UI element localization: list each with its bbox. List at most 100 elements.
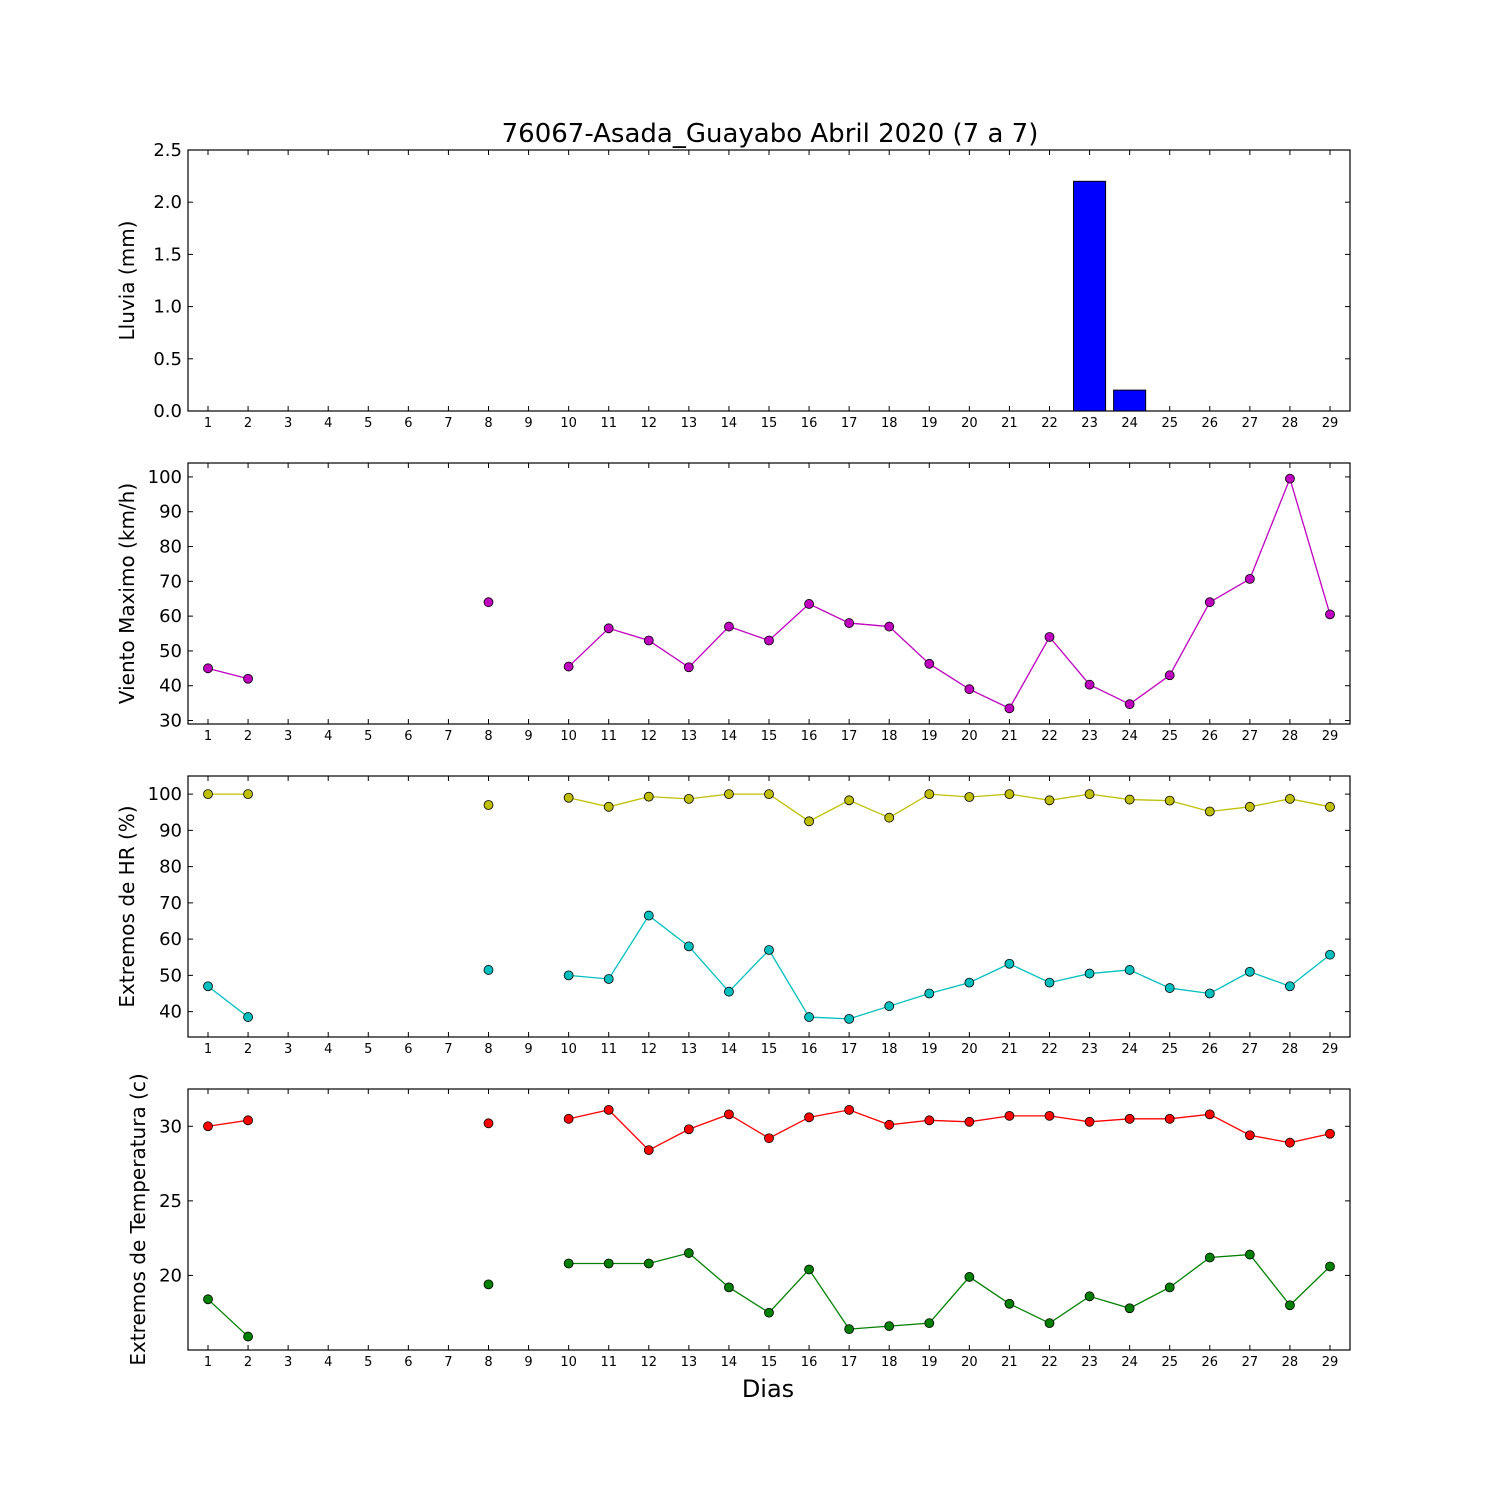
x-tick-label: 23 [1081,1042,1098,1057]
data-point [964,684,975,695]
data-point [563,970,574,981]
x-tick-label: 7 [444,1042,452,1057]
data-point [683,662,694,673]
data-point [1004,1298,1015,1309]
data-point [683,1124,694,1135]
x-tick-label: 26 [1202,1042,1219,1057]
series-line-1 [207,667,249,680]
x-tick-label: 13 [681,416,698,431]
data-point [1004,703,1015,714]
bar [1113,389,1147,412]
y-tick-label: 50 [159,965,182,986]
data-point [844,618,855,628]
x-tick-label: 28 [1282,416,1299,431]
data-point [1204,806,1215,817]
x-tick-label: 27 [1242,1042,1259,1057]
x-tick-label: 8 [484,729,492,744]
data-point [804,1012,814,1022]
data-point [964,792,975,802]
data-point [243,1012,253,1022]
series-line-2 [207,1298,249,1338]
x-tick-label: 21 [1001,1355,1018,1370]
data-point [764,945,774,955]
data-point [1325,949,1335,960]
data-point [1044,1318,1055,1329]
x-tick-label: 29 [1322,1042,1339,1057]
x-tick-label: 25 [1161,1042,1178,1057]
x-tick-label: 22 [1041,416,1058,431]
x-tick-label: 10 [560,1355,577,1370]
x-tick-label: 1 [204,416,212,431]
data-point [804,1264,814,1275]
data-point [243,673,253,684]
x-tick-label: 12 [641,416,658,431]
x-tick-label: 10 [560,729,577,744]
y-tick-label: 1.0 [153,297,182,318]
data-point [804,1112,814,1123]
x-tick-label: 27 [1242,1355,1259,1370]
data-point [643,1145,654,1156]
x-tick-label: 9 [524,416,532,431]
data-point [1325,609,1335,620]
x-tick-label: 21 [1001,729,1018,744]
data-point [964,1272,975,1282]
y-axis-label: Lluvia (mm) [115,221,139,341]
x-tick-label: 18 [881,1355,898,1370]
data-point [804,816,814,827]
y-axis-label: Extremos de HR (%) [115,805,139,1007]
x-tick-label: 5 [364,1042,372,1057]
data-point [884,1001,895,1012]
series-line-2 [207,985,249,1018]
data-point [603,1258,614,1269]
x-tick-label: 11 [600,416,617,431]
x-tick-label: 17 [841,729,858,744]
data-point [964,977,975,988]
x-tick-label: 22 [1041,729,1058,744]
y-tick-label: 25 [159,1191,182,1212]
y-tick-label: 1.5 [153,244,182,265]
y-tick-label: 70 [159,893,182,914]
data-point [844,795,855,806]
y-tick-label: 30 [159,1116,182,1137]
x-tick-label: 7 [444,1355,452,1370]
data-point [643,791,654,802]
panel-1: 0.00.51.01.52.02.51 2 3 4 5 6 7 8 9 10 11 12 13 14 15 1… [115,140,1351,431]
data-point [643,1258,654,1269]
x-tick-label: 28 [1282,1355,1299,1370]
x-tick-label: 26 [1202,729,1219,744]
plot-frame [187,775,1351,1038]
data-point [1044,632,1055,642]
data-point [1084,789,1095,800]
x-tick-label: 29 [1322,1355,1339,1370]
x-tick-label: 2 [244,729,252,744]
x-tick-label: 24 [1121,1355,1138,1370]
data-point [483,597,494,608]
x-tick-label: 11 [600,1355,617,1370]
x-tick-label: 12 [641,729,658,744]
x-tick-label: 9 [524,729,532,744]
x-tick-label: 23 [1081,416,1098,431]
x-tick-label: 2 [244,1355,252,1370]
data-point [1004,789,1015,800]
x-tick-label: 14 [721,729,738,744]
y-tick-label: 20 [159,1265,182,1286]
bar [1073,180,1107,412]
x-tick-label: 8 [484,416,492,431]
panels-group: 0.00.51.01.52.02.51 2 3 4 5 6 7 8 9 10 11 12 13 14 15 1… [115,140,1351,1370]
data-point [884,621,895,632]
y-axis-label: Viento Maximo (km/h) [115,483,139,704]
data-point [203,789,213,800]
x-tick-label: 25 [1161,729,1178,744]
data-point [764,1307,774,1318]
data-point [643,910,654,921]
data-point [924,1318,935,1329]
data-point [203,1121,213,1132]
data-point [1244,573,1255,584]
data-point [1164,983,1175,993]
x-tick-label: 15 [761,416,778,431]
x-tick-label: 15 [761,729,778,744]
data-point [1325,1128,1335,1139]
data-point [1164,1113,1175,1124]
data-point [1004,1110,1015,1121]
x-tick-label: 3 [284,729,292,744]
